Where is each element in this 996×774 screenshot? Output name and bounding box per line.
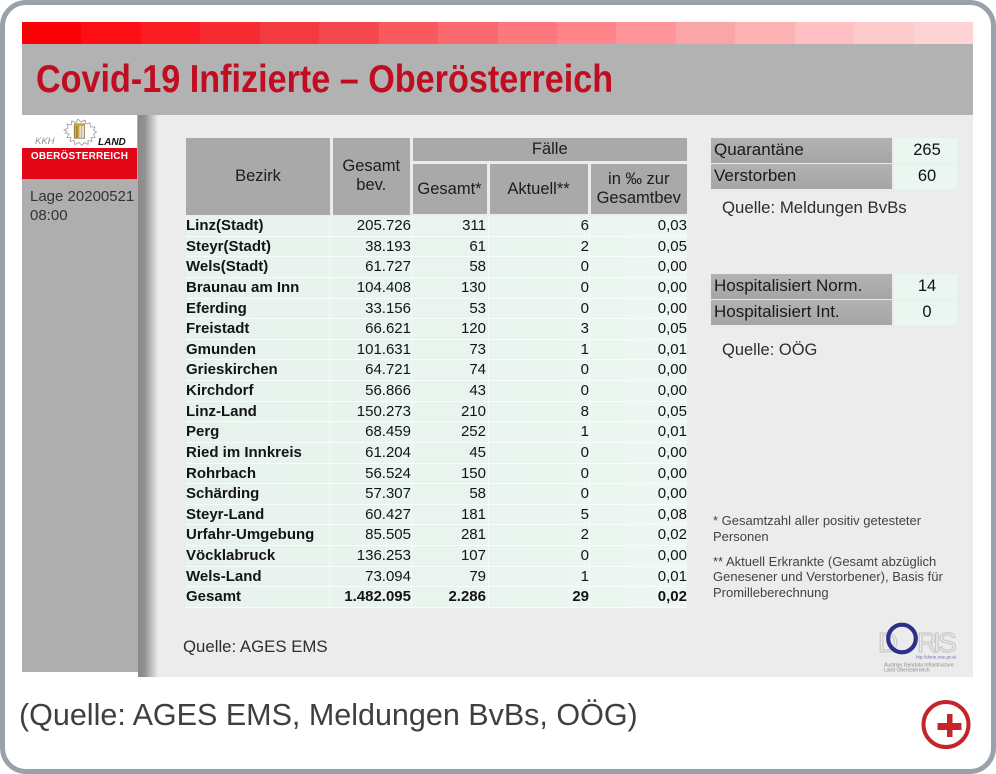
svg-text:Land Oberösterreich: Land Oberösterreich bbox=[884, 668, 930, 674]
svg-text:htp://doris.ooe.gv.at: htp://doris.ooe.gv.at bbox=[916, 655, 957, 660]
svg-text:S: S bbox=[938, 627, 957, 658]
svg-text:R: R bbox=[917, 627, 937, 658]
svg-text:Austrian Geodata Infrastructur: Austrian Geodata Infrastructure bbox=[884, 663, 954, 669]
svg-text:I: I bbox=[933, 627, 941, 658]
